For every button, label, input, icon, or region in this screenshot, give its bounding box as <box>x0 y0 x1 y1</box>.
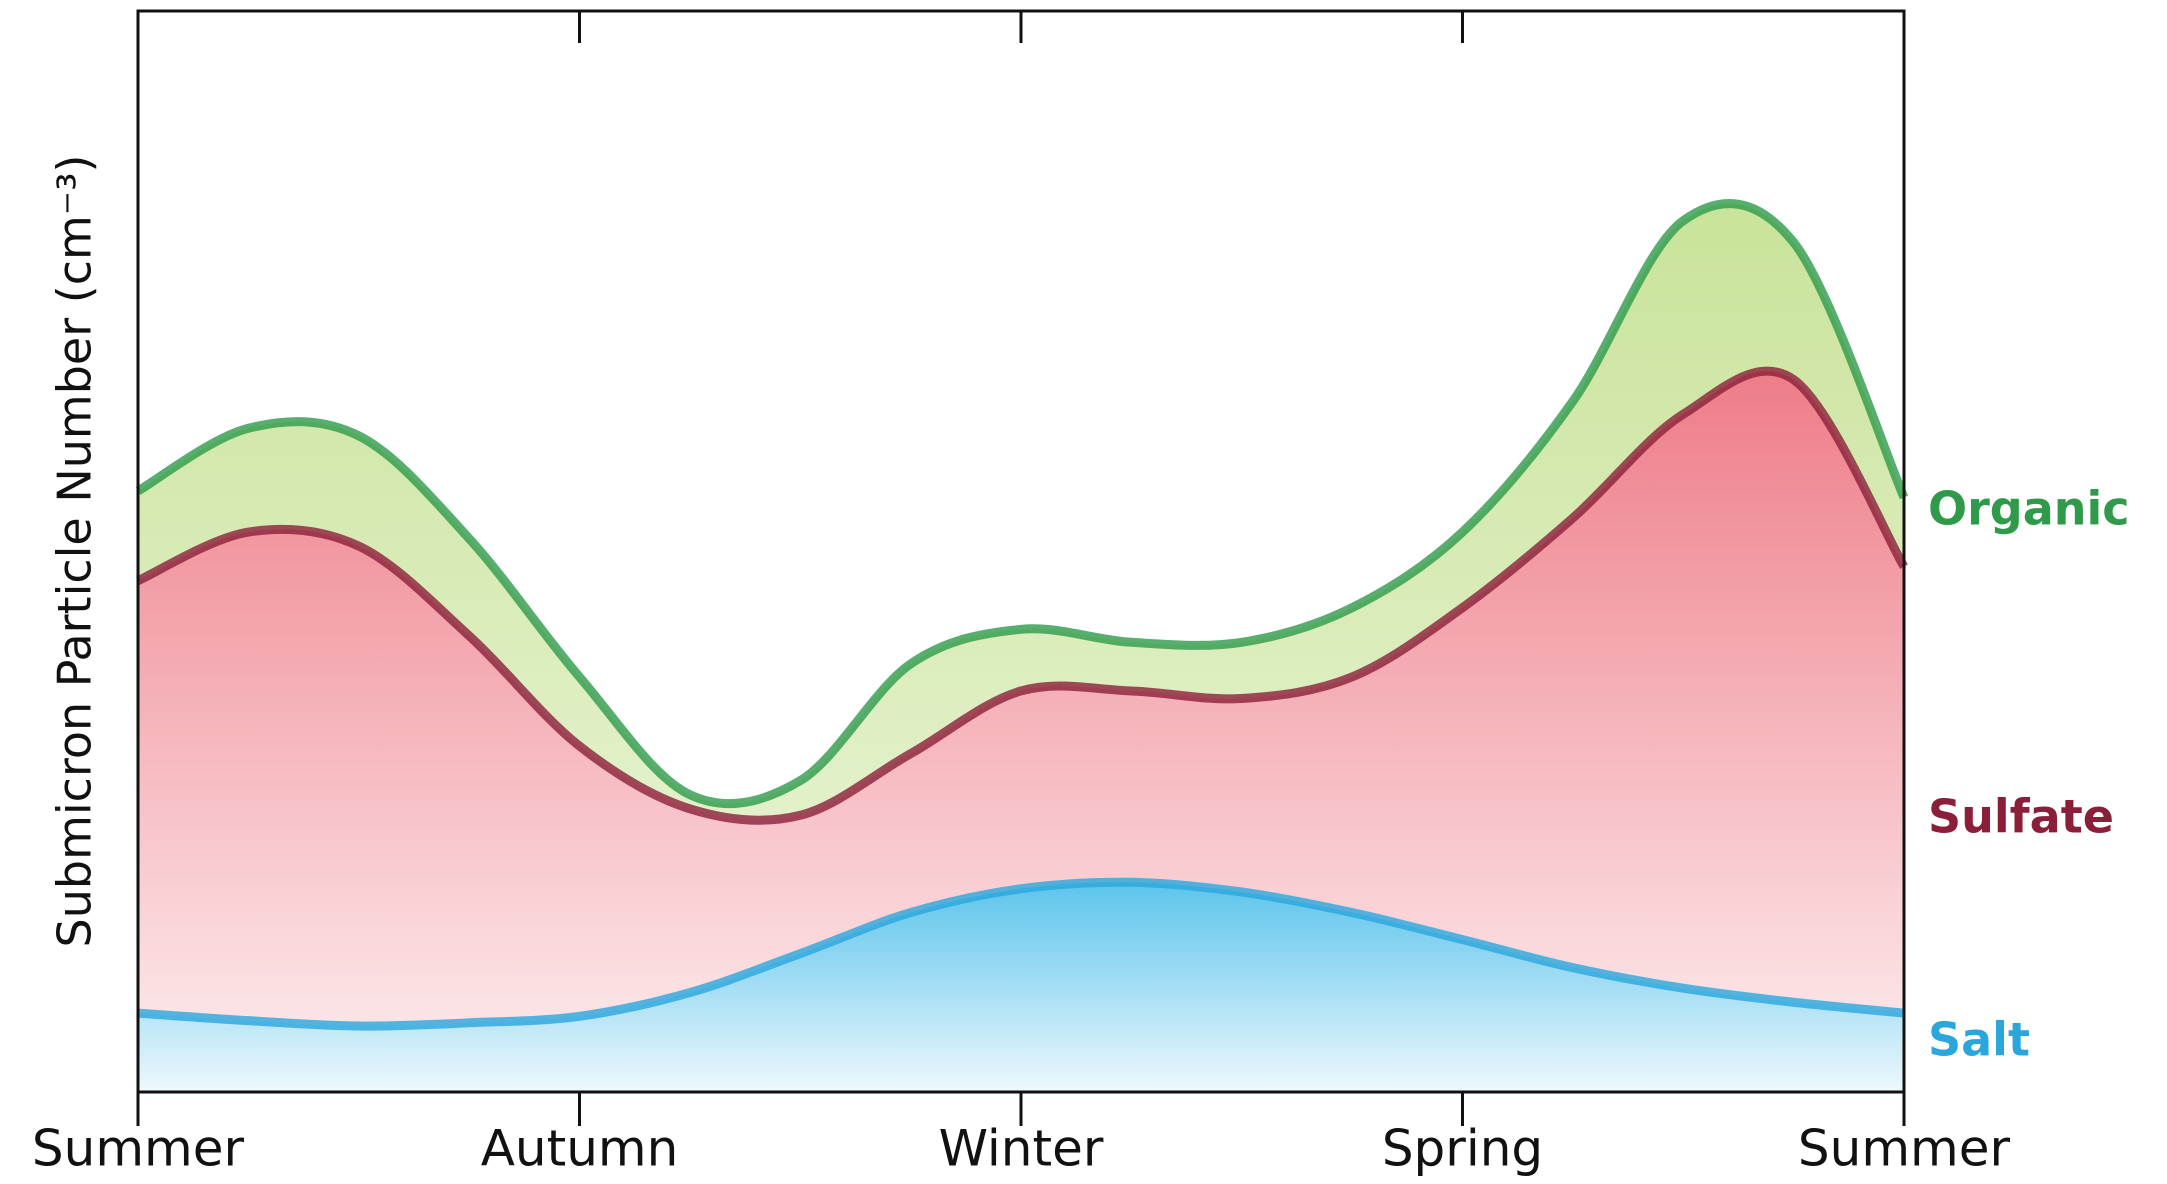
area-edge <box>136 366 1908 825</box>
area-edge <box>135 199 1909 809</box>
area-fill <box>138 371 1904 1093</box>
area-fill <box>138 882 1904 1092</box>
x-tick-label: Summer <box>1798 1120 2011 1178</box>
legend-label: Organic <box>1928 482 2130 536</box>
y-axis-label: Submicron Particle Number (cm⁻³) <box>48 155 102 948</box>
legend-label: Sulfate <box>1928 789 2114 843</box>
legend-label: Salt <box>1928 1013 2030 1067</box>
layers <box>135 199 1909 1093</box>
x-tick-label: Autumn <box>481 1120 679 1178</box>
x-tick-label: Winter <box>939 1120 1104 1178</box>
x-tick-label: Spring <box>1382 1120 1543 1178</box>
area-edge <box>137 877 1905 1031</box>
x-tick-label: Summer <box>32 1120 245 1178</box>
